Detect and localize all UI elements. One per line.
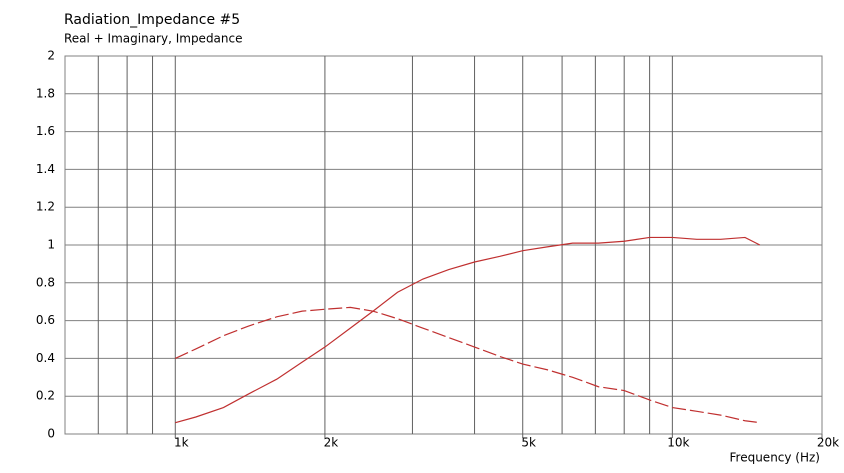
chart-subtitle: Real + Imaginary, Impedance xyxy=(64,32,243,46)
y-tick-label: 1.8 xyxy=(36,86,55,100)
x-tick-label: 1k xyxy=(174,436,189,450)
chart-title: Radiation_Impedance #5 xyxy=(64,12,240,28)
y-tick-label: 0.8 xyxy=(36,275,55,289)
y-tick-label: 1.6 xyxy=(36,124,55,138)
x-tick-label: 2k xyxy=(324,436,339,450)
series-line xyxy=(175,236,761,424)
y-tick-label: 0.4 xyxy=(36,351,55,365)
x-tick-label: 20k xyxy=(817,436,839,450)
x-tick-label: 10k xyxy=(667,436,689,450)
y-tick-label: 1.4 xyxy=(36,162,55,176)
y-tick-label: 1 xyxy=(47,238,55,252)
x-tick-label: 5k xyxy=(521,436,536,450)
y-tick-label: 2 xyxy=(47,49,55,63)
x-axis-label: Frequency (Hz) xyxy=(730,451,821,465)
y-tick-label: 1.2 xyxy=(36,200,55,214)
y-tick-label: 0 xyxy=(47,427,55,441)
y-tick-label: 0.2 xyxy=(36,389,55,403)
series-line xyxy=(175,306,760,424)
y-tick-label: 0.6 xyxy=(36,313,55,327)
